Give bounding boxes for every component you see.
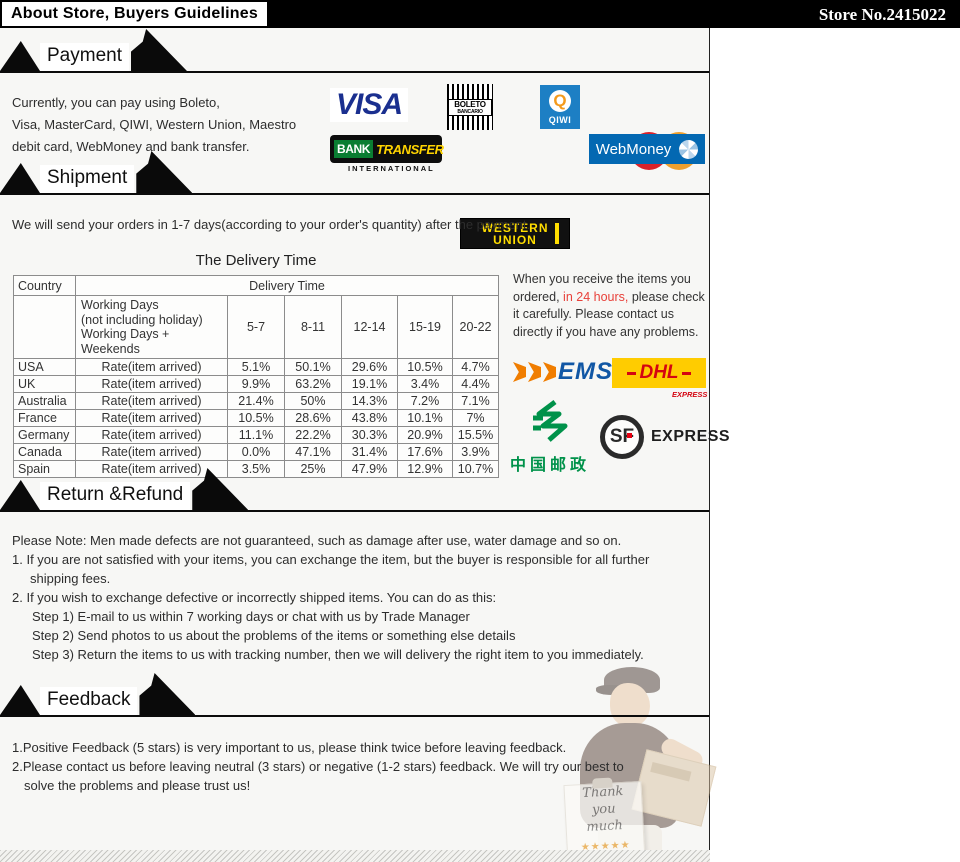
ribbon-left-icon — [0, 41, 40, 71]
return-refund-text: Please Note: Men made defects are not gu… — [12, 533, 650, 662]
sf-express-logo: SF EXPRESS — [600, 415, 730, 459]
country-name: France — [13, 409, 76, 427]
ems-logo: EMS — [513, 360, 613, 384]
rate-label: Rate(item arrived) — [75, 460, 228, 478]
table-row: Australia Rate(item arrived) 21.4% 50% 1… — [13, 392, 499, 410]
rate-label: Rate(item arrived) — [75, 358, 228, 376]
western-union-logo: WESTERN UNION — [460, 218, 570, 249]
day-range: 15-19 — [397, 295, 453, 359]
country-name: USA — [13, 358, 76, 376]
shipment-intro: We will send your orders in 1-7 days(acc… — [12, 217, 531, 232]
day-range: 20-22 — [452, 295, 499, 359]
rate-label: Rate(item arrived) — [75, 375, 228, 393]
table-row: Canada Rate(item arrived) 0.0% 47.1% 31.… — [13, 443, 499, 461]
bank-transfer-logo: BANK TRANSFER INTERNATIONAL — [330, 135, 444, 173]
feedback-section-header: Feedback — [0, 673, 709, 717]
working-days-cell: Working Days (not including holiday) Wor… — [75, 295, 228, 359]
country-name: Spain — [13, 460, 76, 478]
return-refund-section-header: Return &Refund — [0, 468, 709, 512]
ribbon-right-icon — [139, 673, 196, 715]
country-name: UK — [13, 375, 76, 393]
receive-note: When you receive the items you ordered, … — [513, 272, 705, 339]
ribbon-left-icon — [0, 480, 40, 510]
table-row: USA Rate(item arrived) 5.1% 50.1% 29.6% … — [13, 358, 499, 376]
boleto-logo: BOLETO BANCARIO — [447, 84, 493, 130]
dhl-logo: DHL — [612, 358, 706, 388]
dhl-express-label: EXPRESS — [672, 390, 708, 399]
table-row: France Rate(item arrived) 10.5% 28.6% 43… — [13, 409, 499, 427]
ribbon-left-icon — [0, 163, 40, 193]
face-shape — [610, 683, 650, 727]
shipment-section-title: Shipment — [40, 165, 135, 193]
column-header-delivery-time: Delivery Time — [75, 275, 499, 296]
day-range: 8-11 — [284, 295, 342, 359]
table-row: Spain Rate(item arrived) 3.5% 25% 47.9% … — [13, 460, 499, 478]
rate-label: Rate(item arrived) — [75, 426, 228, 444]
payment-section-header: Payment — [0, 29, 709, 73]
store-number: Store No.2415022 — [818, 5, 946, 24]
return-refund-section-title: Return &Refund — [40, 482, 191, 510]
top-bar: About Store, Buyers Guidelines Store No.… — [0, 0, 960, 28]
rate-label: Rate(item arrived) — [75, 409, 228, 427]
visa-logo: VISA — [330, 88, 409, 122]
delivery-time-table: Country Delivery Time Working Days (not … — [13, 275, 499, 478]
rate-label: Rate(item arrived) — [75, 443, 228, 461]
shipment-section-header: Shipment — [0, 151, 709, 195]
country-name: Germany — [13, 426, 76, 444]
payment-section-title: Payment — [40, 43, 129, 71]
china-post-logo: 中国邮政 — [505, 398, 595, 475]
content-panel: Thank you much ★★★★★ Payment Currently, … — [0, 28, 730, 862]
bottom-hatch-border — [0, 850, 710, 862]
day-range: 5-7 — [227, 295, 285, 359]
webmoney-logo: WebMoney — [589, 134, 705, 164]
delivery-table-title: The Delivery Time — [195, 252, 317, 269]
ribbon-right-icon — [136, 151, 193, 193]
rate-label: Rate(item arrived) — [75, 392, 228, 410]
country-name: Australia — [13, 392, 76, 410]
column-header-country: Country — [13, 275, 76, 296]
payment-description: Currently, you can pay using Boleto, Vis… — [12, 95, 297, 154]
webmoney-globe-icon — [679, 139, 699, 159]
sign-line: much — [586, 818, 624, 835]
day-range: 12-14 — [341, 295, 398, 359]
feedback-text: 1.Positive Feedback (5 stars) is very im… — [12, 740, 624, 793]
country-name: Canada — [13, 443, 76, 461]
ribbon-right-icon — [192, 468, 249, 510]
qiwi-logo: Q QIWI — [540, 85, 580, 129]
table-row: Germany Rate(item arrived) 11.1% 22.2% 3… — [13, 426, 499, 444]
ribbon-left-icon — [0, 685, 40, 715]
highlight-24-hours: in 24 hours, — [559, 289, 629, 304]
table-row: UK Rate(item arrived) 9.9% 63.2% 19.1% 3… — [13, 375, 499, 393]
ribbon-right-icon — [130, 29, 187, 71]
china-post-emblem-icon — [533, 400, 568, 442]
feedback-section-title: Feedback — [40, 687, 138, 715]
page-title: About Store, Buyers Guidelines — [2, 2, 267, 26]
